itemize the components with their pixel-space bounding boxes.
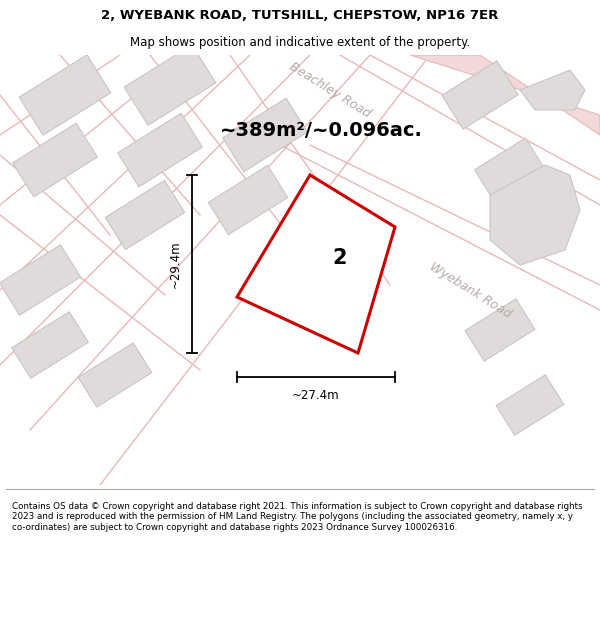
Text: Wyebank Road: Wyebank Road [427,259,513,321]
Polygon shape [78,343,152,407]
Polygon shape [465,299,535,361]
Polygon shape [208,166,288,234]
Polygon shape [124,45,216,125]
Polygon shape [0,245,80,315]
Polygon shape [475,138,545,202]
Text: ~29.4m: ~29.4m [169,240,182,288]
Polygon shape [237,175,395,353]
Polygon shape [410,55,600,135]
Polygon shape [496,375,564,435]
Text: 2, WYEBANK ROAD, TUTSHILL, CHEPSTOW, NP16 7ER: 2, WYEBANK ROAD, TUTSHILL, CHEPSTOW, NP1… [101,9,499,22]
Polygon shape [13,123,97,197]
Polygon shape [11,312,88,378]
Polygon shape [223,98,307,172]
Text: Contains OS data © Crown copyright and database right 2021. This information is : Contains OS data © Crown copyright and d… [12,502,583,532]
Text: ~27.4m: ~27.4m [292,389,340,402]
Text: Map shows position and indicative extent of the property.: Map shows position and indicative extent… [130,36,470,49]
Polygon shape [19,55,111,135]
Text: 2: 2 [333,248,347,268]
Polygon shape [490,165,580,265]
Polygon shape [105,181,185,249]
Polygon shape [442,61,518,129]
Polygon shape [118,113,202,187]
Polygon shape [520,70,585,110]
Text: Beachley Road: Beachley Road [287,60,373,120]
Text: ~389m²/~0.096ac.: ~389m²/~0.096ac. [220,121,423,139]
